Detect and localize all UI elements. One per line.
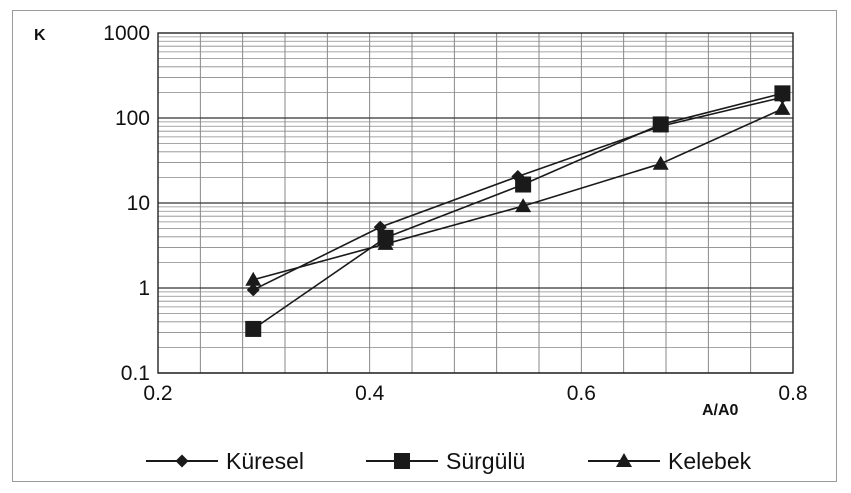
x-axis-label: A/A0 (702, 402, 739, 419)
legend-item: Sürgülü (366, 448, 525, 474)
x-tick-label: 0.6 (567, 382, 596, 405)
legend-marker (394, 453, 410, 469)
y-axis-label: K (34, 27, 46, 44)
y-tick-label: 0.1 (121, 362, 150, 385)
y-tick-label: 1000 (103, 22, 150, 45)
legend: Küresel Sürgülü Kelebek (146, 448, 752, 474)
series-layer (245, 85, 791, 337)
data-point (652, 155, 669, 170)
legend-marker (616, 453, 632, 467)
tick-labels: 0.1 1 10 100 1000 0.2 0.4 0.6 0.8 (103, 22, 807, 405)
data-point (245, 271, 262, 286)
y-tick-label: 1 (138, 277, 150, 300)
y-tick-label: 10 (127, 192, 150, 215)
x-tick-label: 0.2 (143, 382, 172, 405)
legend-marker (175, 454, 189, 468)
x-tick-label: 0.8 (778, 382, 807, 405)
series-line (253, 108, 783, 281)
legend-label: Sürgülü (446, 448, 525, 474)
series-kelebek (245, 100, 791, 286)
data-point (515, 176, 532, 193)
data-point (515, 198, 532, 213)
plot-border (157, 32, 794, 374)
data-point (774, 100, 791, 115)
legend-label: Küresel (226, 448, 304, 474)
y-tick-label: 100 (115, 107, 150, 130)
legend-label: Kelebek (668, 448, 752, 474)
data-point (245, 320, 262, 337)
data-point (774, 85, 791, 102)
x-tick-label: 0.4 (355, 382, 385, 405)
legend-item: Kelebek (588, 448, 752, 474)
data-point (652, 116, 669, 133)
legend-item: Küresel (146, 448, 304, 474)
data-point (246, 283, 260, 297)
chart-frame (12, 10, 837, 482)
series-s-rg-l- (245, 85, 791, 337)
data-point (377, 235, 394, 250)
